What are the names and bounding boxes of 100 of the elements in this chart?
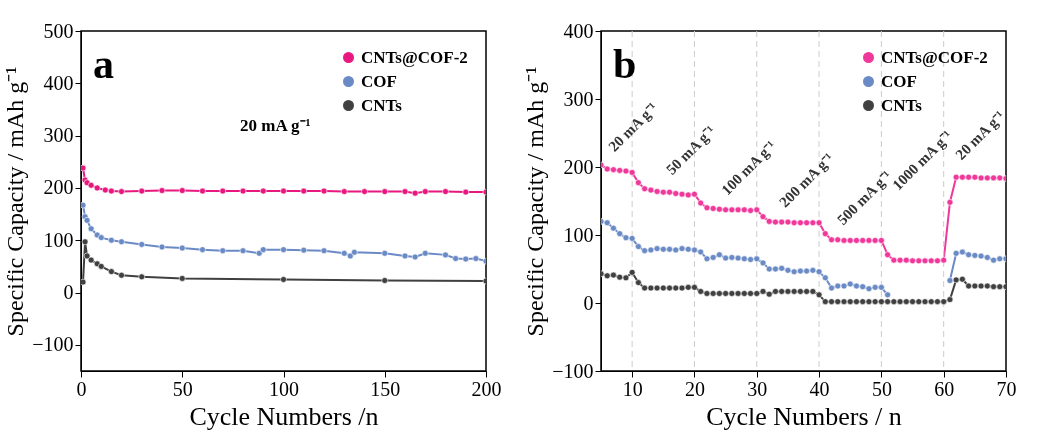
point	[199, 246, 206, 253]
point	[351, 248, 358, 256]
point	[722, 254, 729, 262]
point	[846, 280, 854, 288]
point	[87, 182, 95, 189]
point	[442, 251, 449, 259]
point	[178, 187, 186, 194]
point	[647, 246, 655, 254]
x-tick-label: 20	[684, 377, 705, 400]
y-tick-label: 500	[43, 19, 74, 42]
point	[300, 246, 308, 254]
point	[118, 188, 125, 195]
point	[984, 254, 991, 261]
y-axis-title: Specific Capacity / mAh g⁻¹	[522, 66, 549, 337]
point	[809, 267, 817, 274]
point	[853, 282, 860, 290]
y-tick-label: 0	[583, 291, 594, 314]
point	[684, 245, 692, 253]
x-tick-label: 60	[934, 377, 955, 400]
legend-label: CNTs	[361, 95, 403, 115]
y-tick-label: 0	[63, 281, 74, 304]
chart-title: b	[613, 41, 637, 87]
point	[765, 265, 773, 273]
x-tick-label: 10	[622, 377, 643, 400]
legend-label: CNTs	[881, 95, 923, 115]
point	[411, 189, 419, 197]
point	[784, 267, 792, 274]
point	[462, 255, 470, 263]
x-tick-label: 70	[996, 377, 1017, 400]
point	[138, 273, 146, 281]
point	[660, 245, 667, 253]
point	[965, 251, 972, 259]
point	[347, 252, 354, 260]
point	[381, 188, 389, 195]
point	[635, 243, 642, 250]
point	[178, 244, 186, 252]
point	[610, 224, 617, 232]
point	[672, 246, 680, 254]
point	[87, 256, 95, 264]
point	[108, 236, 115, 244]
point	[871, 284, 879, 291]
point	[340, 188, 348, 195]
legend-label: COF	[881, 71, 917, 91]
point	[401, 252, 409, 260]
point	[747, 256, 754, 263]
y-tick-label: 200	[43, 176, 74, 199]
point	[280, 276, 287, 283]
y-tick-label: −100	[32, 333, 74, 356]
point	[666, 245, 673, 253]
point	[697, 248, 704, 256]
point	[219, 247, 227, 254]
point	[280, 187, 287, 195]
y-tick-label: −100	[552, 359, 594, 382]
point	[641, 247, 648, 254]
point	[361, 188, 368, 195]
point	[753, 255, 761, 263]
x-tick-label: 30	[747, 377, 768, 400]
point	[959, 248, 966, 256]
point	[803, 267, 810, 275]
annotation: 20 mA g⁻¹	[605, 99, 661, 155]
point	[320, 187, 328, 195]
point	[401, 188, 409, 195]
point	[728, 254, 736, 261]
point	[990, 256, 997, 264]
annotation: 50 mA g⁻¹	[663, 122, 719, 178]
legend-label: COF	[361, 71, 397, 91]
point	[178, 275, 186, 282]
point	[108, 268, 115, 275]
x-axis-title: Cycle Numbers /n	[189, 401, 379, 431]
point	[603, 219, 611, 227]
point	[884, 291, 891, 299]
point	[381, 250, 389, 257]
point	[828, 284, 835, 292]
point	[878, 284, 885, 291]
point	[239, 187, 247, 195]
point	[442, 188, 449, 195]
y-tick-label: 300	[43, 124, 74, 147]
point	[81, 238, 89, 246]
point	[108, 187, 115, 195]
point	[952, 250, 960, 257]
point	[320, 247, 328, 254]
point	[678, 245, 686, 252]
x-tick-label: 100	[269, 377, 299, 400]
point	[946, 277, 954, 284]
point	[865, 285, 873, 293]
point	[840, 282, 848, 290]
point	[709, 254, 717, 261]
point	[300, 187, 308, 195]
point	[741, 255, 748, 263]
point	[97, 234, 105, 241]
point	[452, 255, 459, 262]
point	[381, 277, 389, 284]
point	[778, 265, 785, 272]
point	[734, 254, 742, 262]
point	[102, 186, 109, 194]
x-axis-title: Cycle Numbers / n	[706, 401, 902, 431]
point	[97, 263, 105, 270]
point	[83, 252, 91, 260]
point	[815, 268, 823, 276]
point	[462, 188, 470, 196]
